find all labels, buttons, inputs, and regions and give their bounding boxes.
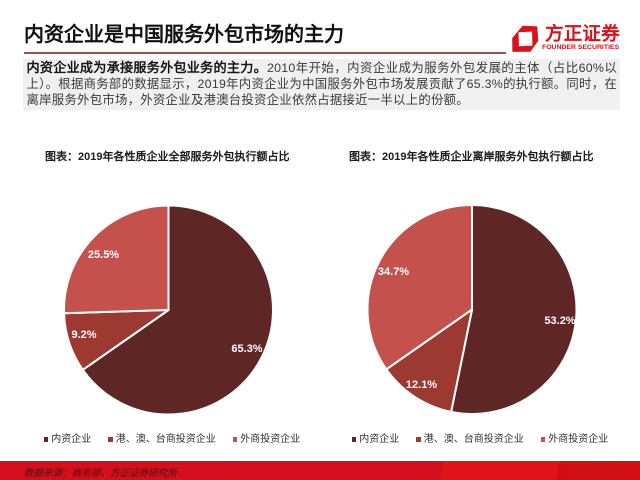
title-underline [24, 51, 506, 54]
legend-label: 外商投资企业 [240, 434, 301, 445]
legend-item: 内资企业 [351, 434, 400, 445]
legend-marker-swatch [351, 437, 357, 442]
legend-marker-swatch [108, 437, 113, 442]
legend-item: 外商投资企业 [540, 434, 609, 445]
right-chart-legend: 内资企业 港、澳、台商投资企业 外商投资企业 [350, 434, 610, 446]
left-chart-title: 图表：2019年各性质企业全部服务外包执行额占比 [45, 151, 290, 163]
pie-slice [63, 204, 170, 315]
page-title: 内资企业是中国服务外包市场的主力 [24, 24, 344, 46]
pie-slice [385, 308, 473, 413]
summary-body-text: 2010年开始，内资企业成为服务外包发展的主体（占比60%以上）。根据商务部的数… [26, 60, 617, 107]
data-source-note: 数据来源：商务部、方正证券研究所 [24, 467, 178, 478]
logo-text-chinese: 方正证券 [545, 24, 620, 43]
legend-label: 港、澳、台商投资企业 [115, 434, 216, 445]
logo-text-english: FOUNDER SECURITIES [542, 43, 620, 51]
legend-marker-swatch [416, 437, 421, 442]
legend-marker-swatch [43, 437, 49, 442]
legend-item: 内资企业 [43, 434, 92, 445]
pie-slice-label: 25.5% [87, 249, 120, 261]
legend-label: 港、澳、台商投资企业 [423, 434, 524, 445]
legend-item: 港、澳、台商投资企业 [108, 434, 216, 445]
pie-slice-label: 53.2% [544, 315, 576, 327]
legend-marker-swatch [232, 437, 238, 442]
pie-slice-label: 65.3% [231, 343, 263, 355]
legend-label: 内资企业 [359, 434, 400, 445]
legend-label: 外商投资企业 [548, 434, 609, 445]
pie-slice [81, 204, 274, 416]
footer-bar: 数据来源：商务部、方正证券研究所 [0, 461, 640, 480]
pie-slice-label: 9.2% [71, 329, 97, 341]
pie-slice [450, 204, 578, 415]
pie-slice [366, 204, 473, 371]
founder-securities-logo: 方正证券 FOUNDER SECURITIES [511, 24, 627, 53]
legend-item: 港、澳、台商投资企业 [416, 434, 524, 445]
pie-slice-label: 34.7% [377, 265, 410, 278]
left-chart-legend: 内资企业 港、澳、台商投资企业 外商投资企业 [42, 434, 302, 446]
pie-slice-label: 12.1% [405, 378, 438, 391]
summary-paragraph: 内资企业成为承接服务外包业务的主力。2010年开始，内资企业成为服务外包发展的主… [23, 58, 620, 110]
summary-lead-sentence: 内资企业成为承接服务外包业务的主力。 [26, 59, 267, 75]
right-chart-title: 图表：2019年各性质企业离岸服务外包执行额占比 [349, 151, 594, 163]
legend-marker-swatch [540, 437, 546, 442]
legend-label: 内资企业 [51, 434, 92, 445]
founder-logo-icon [512, 25, 539, 52]
legend-item: 外商投资企业 [232, 434, 301, 445]
